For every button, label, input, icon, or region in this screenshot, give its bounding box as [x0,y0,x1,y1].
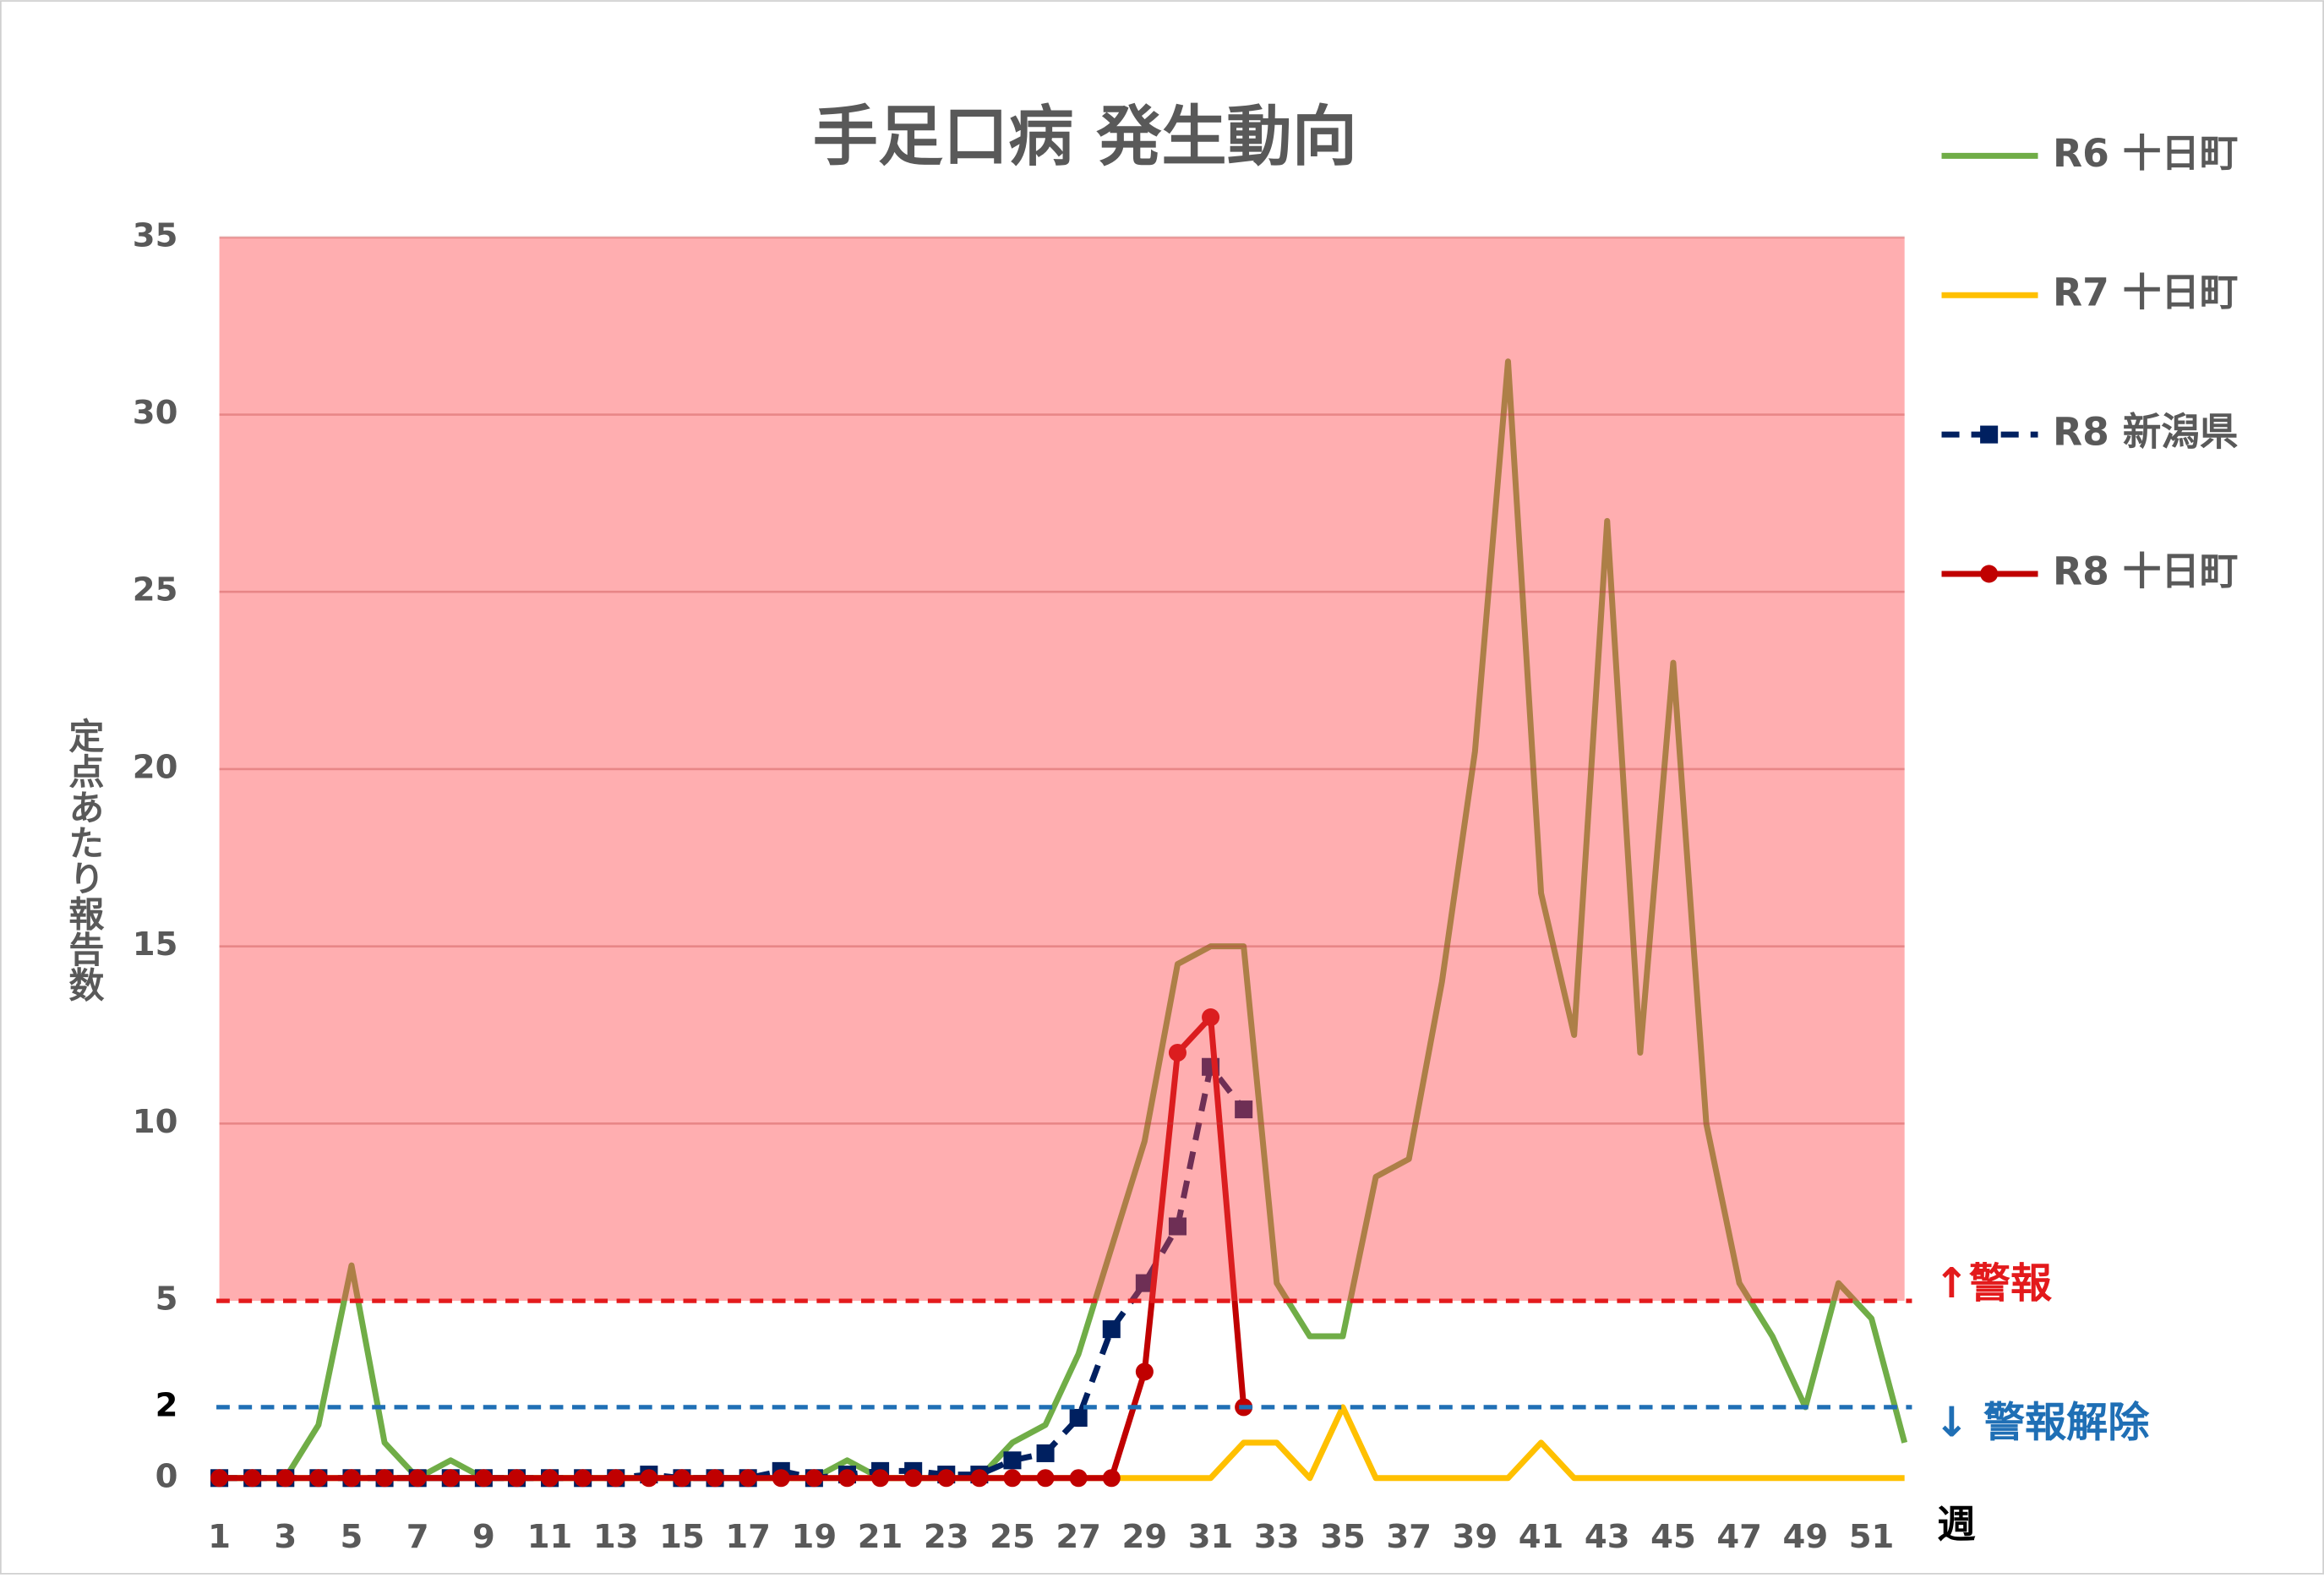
x-tick-label: 37 [1386,1518,1432,1556]
x-tick-label: 25 [990,1518,1035,1556]
marker [1003,1469,1022,1488]
y-axis-label: 定点あたり報告数 [63,718,105,1002]
x-tick-label: 43 [1585,1518,1630,1556]
marker [1102,1320,1121,1339]
marker [673,1469,691,1488]
marker [1069,1408,1088,1428]
marker [937,1469,956,1488]
marker [904,1469,923,1488]
marker [1036,1469,1055,1488]
y-tick-label: 15 [133,926,178,964]
threshold-label: ↑警報 [1934,1259,2053,1308]
chart-title: 手足口病 発生動向 [813,99,1357,175]
marker [1036,1444,1055,1462]
y-tick-label: 20 [133,748,178,786]
x-tick-label: 19 [792,1518,837,1556]
x-tick-label: 41 [1519,1518,1564,1556]
x-tick-label: 1 [208,1518,231,1556]
marker [1135,1274,1154,1292]
x-tick-label: 7 [406,1518,429,1556]
marker [1003,1451,1022,1470]
marker [375,1469,394,1488]
x-tick-label: 45 [1650,1518,1696,1556]
marker [541,1469,559,1488]
marker [1135,1362,1154,1381]
x-tick-label: 9 [472,1518,495,1556]
x-axis-label: 週 [1937,1502,1976,1547]
marker [441,1469,460,1488]
marker [970,1469,989,1488]
marker [871,1469,890,1488]
marker [1202,1008,1220,1027]
marker [805,1469,823,1488]
x-tick-label: 33 [1254,1518,1300,1556]
marker [1168,1217,1187,1236]
y-tick-label: 5 [155,1280,178,1319]
x-tick-label: 17 [725,1518,771,1556]
y-tick-label: 35 [133,216,178,254]
x-tick-label: 49 [1783,1518,1829,1556]
y-tick-label: 10 [133,1103,178,1141]
marker [408,1469,427,1488]
marker [772,1469,790,1488]
marker [837,1469,856,1488]
marker [706,1469,724,1488]
marker [1168,1043,1187,1062]
legend-marker [1980,425,1999,444]
marker [1235,1100,1253,1119]
y-tick-label: 25 [133,571,178,609]
marker [309,1469,328,1488]
x-tick-label: 31 [1188,1518,1234,1556]
marker [276,1469,295,1488]
marker [243,1469,262,1488]
y-tick-label: 30 [133,394,178,432]
x-tick-label: 3 [274,1518,297,1556]
x-tick-label: 13 [593,1518,639,1556]
x-tick-label: 35 [1320,1518,1366,1556]
legend-marker [1980,565,1999,583]
y-tick-label: 0 [155,1457,178,1495]
marker [1102,1469,1121,1488]
legend-label: R6 十日町 [2053,131,2238,176]
legend-label: R8 新潟県 [2053,410,2238,455]
marker [210,1469,229,1488]
x-tick-label: 47 [1716,1518,1762,1556]
x-tick-label: 23 [924,1518,969,1556]
marker [640,1469,658,1488]
marker [474,1469,493,1488]
x-tick-label: 27 [1056,1518,1101,1556]
marker [574,1469,592,1488]
marker [342,1469,361,1488]
x-tick-label: 29 [1122,1518,1168,1556]
x-tick-label: 21 [858,1518,903,1556]
x-tick-label: 39 [1453,1518,1498,1556]
marker [507,1469,526,1488]
x-tick-label: 15 [659,1518,705,1556]
marker [1069,1469,1088,1488]
y-tick-label: 2 [155,1386,178,1424]
legend-label: R8 十日町 [2053,549,2238,593]
marker [607,1469,625,1488]
x-tick-label: 11 [527,1518,573,1556]
threshold-label: ↓ 警報解除 [1934,1397,2151,1446]
alert-zone [219,237,1905,1302]
legend-label: R7 十日町 [2053,270,2238,315]
x-tick-label: 51 [1849,1518,1895,1556]
marker [739,1469,757,1488]
x-tick-label: 5 [341,1518,363,1556]
